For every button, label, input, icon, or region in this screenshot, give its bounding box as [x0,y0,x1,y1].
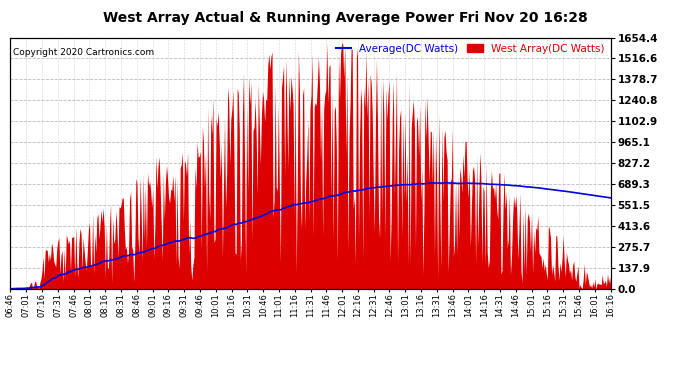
Text: Copyright 2020 Cartronics.com: Copyright 2020 Cartronics.com [13,48,155,57]
Text: West Array Actual & Running Average Power Fri Nov 20 16:28: West Array Actual & Running Average Powe… [103,11,587,25]
Legend: Average(DC Watts), West Array(DC Watts): Average(DC Watts), West Array(DC Watts) [331,40,609,58]
